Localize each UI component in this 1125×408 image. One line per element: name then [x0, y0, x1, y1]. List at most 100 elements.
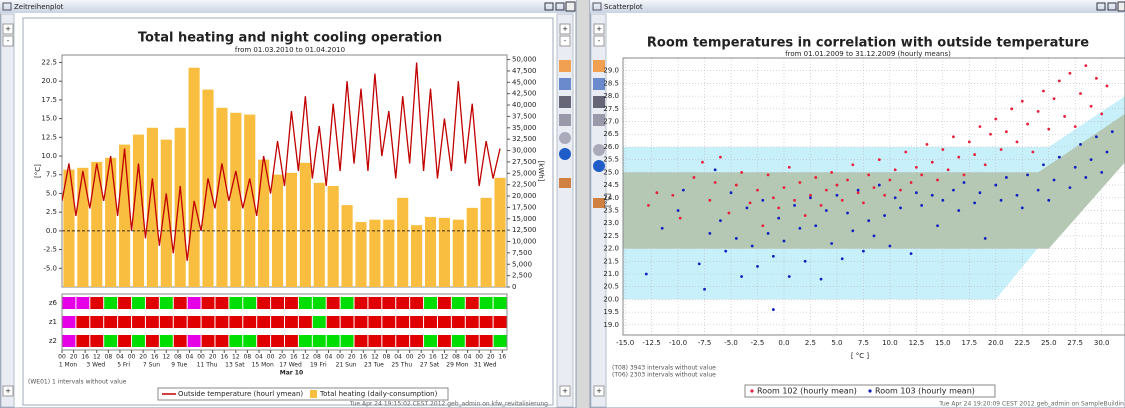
x-hour-label: 08: [452, 354, 460, 361]
x-hour-label: 08: [313, 354, 321, 361]
scatter-point: [1042, 163, 1045, 167]
x-hour-label: 12: [232, 354, 240, 361]
scatter-point: [729, 191, 733, 195]
tool-icon[interactable]: [593, 60, 605, 72]
x-hour-label: 12: [93, 354, 101, 361]
x-day-label: 19 Fri: [310, 362, 327, 369]
x-tick-label: 22.5: [1014, 339, 1030, 347]
tool-icon[interactable]: [559, 114, 571, 126]
scatter-point: [888, 244, 892, 248]
close-button[interactable]: [565, 1, 576, 12]
window-icon: [2, 2, 12, 11]
tool-icon[interactable]: [559, 148, 571, 160]
scatter-point: [1110, 130, 1114, 134]
bar: [216, 107, 228, 287]
y-tick-label: 29.0: [603, 67, 619, 75]
status-segment: [76, 297, 90, 309]
x-day-label: 5 Fri: [117, 362, 130, 369]
zoom-in-label: +: [596, 25, 602, 33]
bar: [202, 89, 214, 287]
plot-area: [62, 62, 507, 287]
zoom-out-label: -: [7, 37, 10, 45]
scatter-point: [1042, 89, 1045, 93]
status-segment: [76, 335, 90, 347]
scatter-point: [1047, 127, 1051, 131]
status-segment: [451, 316, 465, 328]
maximize-button[interactable]: [1107, 2, 1117, 11]
scatter-point: [734, 183, 738, 187]
undock-button[interactable]: [1096, 2, 1106, 11]
scatter-point: [740, 275, 744, 278]
tool-icon[interactable]: [593, 96, 605, 108]
maximize-button[interactable]: [555, 2, 565, 11]
x-day-label: 29 Mon: [446, 362, 468, 369]
zoom-in-button[interactable]: [2, 23, 14, 35]
plot-frame: [622, 57, 1125, 336]
tool-icon[interactable]: [559, 178, 571, 188]
title-bar: [590, 0, 1125, 13]
status-segment: [424, 297, 437, 309]
x-hour-label: 20: [348, 354, 356, 361]
add-button[interactable]: [559, 385, 571, 397]
scatter-point: [952, 188, 955, 192]
scatter-point: [798, 181, 802, 184]
undock-button[interactable]: [544, 2, 554, 11]
scatter-point: [957, 209, 961, 212]
add-button[interactable]: [593, 385, 605, 397]
scatter-point: [936, 224, 939, 228]
status-segment: [326, 316, 340, 328]
x-hour-label: 08: [105, 354, 113, 361]
tool-icon[interactable]: [559, 78, 571, 90]
scatter-point: [824, 188, 828, 192]
x-hour-label: 20: [139, 354, 147, 361]
scatter-point: [819, 277, 823, 281]
close-button[interactable]: [1117, 1, 1125, 12]
y-tick-label: 20.0: [41, 77, 57, 85]
zoom-in-button[interactable]: [559, 23, 571, 35]
zoom-out-label: -: [598, 37, 601, 45]
scatter-point: [904, 150, 908, 154]
y2-tick-label: 30,000: [512, 147, 537, 155]
scatter-point: [1036, 188, 1040, 192]
add-button[interactable]: [2, 385, 14, 397]
tool-icon[interactable]: [559, 96, 571, 108]
scatter-point: [1020, 206, 1024, 210]
scatter-point: [888, 178, 892, 182]
tool-icon[interactable]: [559, 60, 571, 72]
x-tick-label: 15.0: [935, 339, 951, 347]
tool-icon[interactable]: [593, 78, 605, 90]
x-day-label: 21 Sun: [336, 362, 357, 369]
scatter-point: [994, 117, 998, 121]
scatter-point: [867, 173, 871, 177]
bar: [244, 114, 256, 287]
window-right: Scatterplot + - + Room temperatures in c…: [589, 0, 1125, 408]
tool-icon[interactable]: [559, 132, 571, 144]
scatter-point: [862, 249, 865, 253]
zoom-out-button[interactable]: [593, 35, 605, 47]
scatter-point: [771, 196, 775, 200]
scatter-point: [946, 168, 950, 172]
x-hour-label: 04: [186, 354, 194, 361]
tool-icon[interactable]: [593, 198, 605, 208]
scatter-point: [766, 231, 770, 235]
scatter-point: [899, 206, 902, 210]
scatter-point: [893, 168, 897, 172]
y-axis-label: [°C]: [604, 193, 612, 207]
zoom-out-button[interactable]: [2, 35, 14, 47]
zoom-in-button[interactable]: [593, 23, 605, 35]
bar: [438, 217, 450, 287]
tool-icon[interactable]: [593, 114, 605, 126]
scatter-point: [727, 211, 731, 215]
status-segment: [187, 316, 201, 328]
tool-icon[interactable]: [593, 160, 605, 172]
y-tick-label: -5.0: [43, 264, 57, 272]
x-hour-label: 16: [499, 354, 507, 361]
status-segment: [382, 335, 396, 347]
status-segment: [271, 316, 284, 328]
tool-icon[interactable]: [593, 144, 605, 156]
status-segment: [437, 297, 451, 309]
scatter-point: [777, 216, 781, 220]
status-segment: [229, 297, 243, 309]
zoom-out-button[interactable]: [559, 35, 571, 47]
